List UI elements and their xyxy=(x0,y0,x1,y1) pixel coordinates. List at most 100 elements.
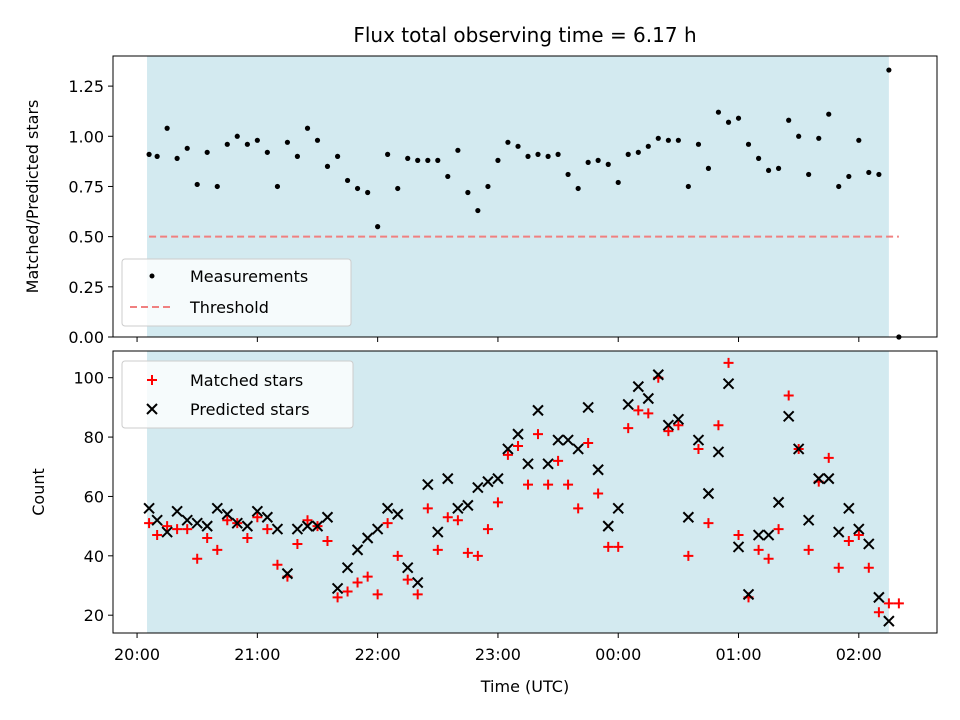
predicted-star-point xyxy=(652,369,664,381)
predicted-star-point xyxy=(552,434,564,446)
predicted-star-point xyxy=(542,458,554,470)
matched-star-point xyxy=(342,586,353,597)
measurement-point xyxy=(575,185,581,192)
measurement-point xyxy=(856,137,862,143)
predicted-star-point xyxy=(271,523,284,535)
measurement-point xyxy=(615,179,621,186)
matched-star-point xyxy=(753,544,764,555)
predicted-star-point xyxy=(843,502,855,515)
matched-star-point xyxy=(773,524,784,535)
predicted-star-point xyxy=(722,377,735,390)
predicted-star-point xyxy=(371,523,384,535)
top-y-axis-label: Matched/Predicted stars xyxy=(23,100,42,294)
matched-star-point xyxy=(422,503,433,514)
measurement-point xyxy=(274,183,281,190)
matched-star-point xyxy=(843,535,854,546)
matched-star-point xyxy=(382,518,393,529)
matched-star-point xyxy=(853,530,864,541)
matched-star-point xyxy=(703,518,714,529)
predicted-star-point xyxy=(772,496,785,509)
matched-star-point xyxy=(252,512,263,523)
matched-star-point xyxy=(553,455,564,466)
predicted-star-point xyxy=(632,380,645,393)
legend-label-matched-stars: Matched stars xyxy=(190,371,303,390)
matched-star-point xyxy=(402,574,413,585)
predicted-star-point xyxy=(492,472,504,485)
predicted-star-point xyxy=(261,511,274,523)
measurement-point xyxy=(635,149,641,155)
predicted-star-point xyxy=(351,544,364,556)
matched-star-point xyxy=(693,443,704,454)
y-tick-label: 20 xyxy=(84,606,104,625)
predicted-star-point xyxy=(883,615,895,627)
measurement-point xyxy=(705,165,712,171)
matched-star-point xyxy=(182,524,193,535)
predicted-star-point xyxy=(331,582,344,595)
matched-star-point xyxy=(152,530,163,541)
matched-star-point xyxy=(492,497,503,508)
measurement-point xyxy=(786,117,792,123)
predicted-star-point xyxy=(522,458,534,470)
measurement-point xyxy=(735,115,742,121)
matched-star-point xyxy=(144,518,155,529)
x-tick-label: 22:00 xyxy=(355,645,401,664)
matched-star-point xyxy=(202,533,213,544)
y-tick-label: 0.00 xyxy=(68,328,104,347)
predicted-star-point xyxy=(291,523,304,535)
predicted-star-point xyxy=(422,478,434,491)
matched-star-point xyxy=(352,577,363,588)
predicted-star-point xyxy=(642,392,655,405)
predicted-star-point xyxy=(702,487,715,500)
predicted-star-point xyxy=(762,529,775,541)
predicted-star-point xyxy=(602,520,614,532)
predicted-star-point xyxy=(241,520,254,532)
measurement-point xyxy=(234,133,240,139)
matched-star-point xyxy=(372,589,383,600)
predicted-star-point xyxy=(752,529,765,541)
measurement-point xyxy=(715,109,722,115)
matched-star-point xyxy=(432,544,443,555)
measurement-point xyxy=(826,111,832,117)
bottom-x-ticks: 20:00 21:00 22:00 23:00 00:00 01:00 02:00 xyxy=(114,633,882,664)
matched-star-point xyxy=(683,550,694,561)
bottom-y-ticks: 20 40 60 80 100 xyxy=(73,369,113,625)
x-tick-label: 02:00 xyxy=(836,645,882,664)
predicted-star-point xyxy=(281,567,294,580)
y-tick-label: 0.50 xyxy=(68,228,104,247)
measurement-point xyxy=(765,167,772,174)
predicted-star-point xyxy=(452,502,464,515)
measurement-point xyxy=(485,183,491,190)
measurement-point xyxy=(775,165,782,171)
predicted-star-point xyxy=(201,520,213,532)
bottom-legend-box xyxy=(121,360,354,429)
top-series xyxy=(146,67,902,340)
bottom-plot-frame xyxy=(112,350,938,634)
measurement-point xyxy=(505,139,511,145)
matched-star-point xyxy=(462,547,473,558)
matched-star-point xyxy=(362,571,373,582)
matched-star-point xyxy=(392,550,403,561)
matched-star-point xyxy=(863,562,874,573)
measurement-point xyxy=(184,145,190,151)
measurement-point xyxy=(334,153,341,159)
measurement-point xyxy=(745,141,752,147)
x-tick-label: 00:00 xyxy=(595,645,641,664)
measurement-point xyxy=(555,151,561,157)
measurement-point xyxy=(415,157,421,163)
measurement-point xyxy=(224,141,230,147)
matched-star-point xyxy=(723,357,734,368)
x-tick-label: 23:00 xyxy=(475,645,521,664)
matched-star-point xyxy=(543,479,554,490)
matched-star-point xyxy=(412,589,423,600)
predicted-star-point xyxy=(512,428,524,440)
measurement-point xyxy=(294,153,301,159)
predicted-star-point xyxy=(472,481,484,494)
matched-star-point xyxy=(452,515,463,526)
top-y-ticks: 0.00 0.25 0.50 0.75 1.00 1.25 xyxy=(68,77,113,347)
predicted-star-point xyxy=(572,443,584,455)
y-tick-label: 0.75 xyxy=(68,177,104,196)
predicted-star-point xyxy=(251,505,264,518)
measurement-point xyxy=(535,151,541,157)
predicted-star-point xyxy=(161,526,173,538)
